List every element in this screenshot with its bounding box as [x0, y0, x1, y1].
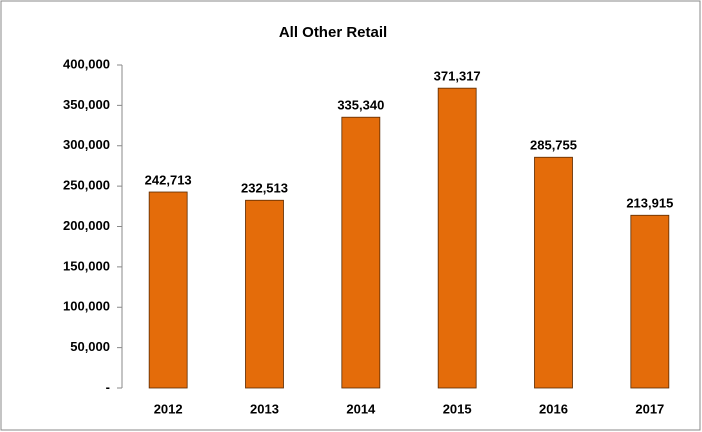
y-tick-label: 400,000 [63, 56, 110, 71]
bar [148, 191, 188, 389]
bar [630, 214, 670, 389]
chart-title: All Other Retail [279, 24, 387, 41]
value-label: 371,317 [434, 69, 481, 84]
y-tick-label: 350,000 [63, 97, 110, 112]
x-tick-label: 2017 [635, 401, 664, 416]
y-tick-label: 50,000 [70, 339, 110, 354]
y-tick-label: 200,000 [63, 218, 110, 233]
x-tick-label: 2012 [154, 401, 183, 416]
y-tick-label: 300,000 [63, 137, 110, 152]
value-label: 335,340 [337, 98, 384, 113]
bar [437, 87, 477, 389]
y-tick-label: 100,000 [63, 299, 110, 314]
bar [534, 156, 573, 389]
bar [245, 199, 284, 389]
value-label: 285,755 [530, 138, 577, 153]
y-tick-label: 150,000 [63, 258, 110, 273]
y-tick-label: 250,000 [63, 178, 110, 193]
x-tick-label: 2015 [443, 401, 472, 416]
value-label: 213,915 [626, 196, 673, 211]
value-label: 242,713 [145, 172, 192, 187]
bar [341, 116, 381, 389]
x-tick-label: 2014 [346, 401, 376, 416]
x-tick-label: 2016 [539, 401, 568, 416]
x-tick-label: 2013 [250, 401, 279, 416]
value-label: 232,513 [241, 181, 288, 196]
y-tick-label: - [106, 379, 110, 394]
